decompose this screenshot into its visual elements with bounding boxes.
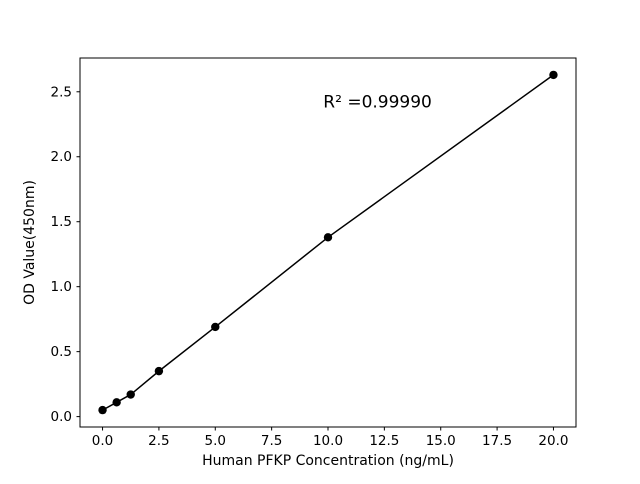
x-axis-label: Human PFKP Concentration (ng/mL): [202, 453, 454, 469]
data-point: [98, 405, 107, 415]
y-axis-label: OD Value(450nm): [22, 180, 38, 305]
y-tick-label: 1.0: [51, 279, 72, 295]
y-tick-label: 0.5: [51, 344, 72, 360]
y-tick-label: 1.5: [51, 214, 72, 230]
x-tick-label: 10.0: [313, 433, 343, 449]
y-tick-label: 2.5: [51, 84, 72, 100]
y-tick-label: 2.0: [51, 149, 72, 165]
x-tick-label: 12.5: [369, 433, 399, 449]
fit-line: [102, 74, 554, 411]
x-tick-label: 7.5: [261, 433, 282, 449]
x-tick-label: 0.0: [92, 433, 113, 449]
data-point: [154, 366, 164, 376]
data-point: [112, 398, 121, 407]
data-point: [211, 322, 220, 332]
x-tick-label: 17.5: [482, 433, 512, 449]
data-point: [126, 390, 135, 399]
r-squared-annotation: R² =0.99990: [323, 92, 432, 112]
x-tick-label: 5.0: [205, 433, 226, 449]
x-tick-label: 2.5: [148, 433, 169, 449]
y-tick-label: 0.0: [51, 409, 72, 425]
x-tick-label: 20.0: [538, 433, 568, 449]
x-tick-label: 15.0: [426, 433, 456, 449]
axes-box: [79, 57, 577, 428]
data-point: [323, 233, 333, 242]
data-point: [549, 70, 558, 80]
